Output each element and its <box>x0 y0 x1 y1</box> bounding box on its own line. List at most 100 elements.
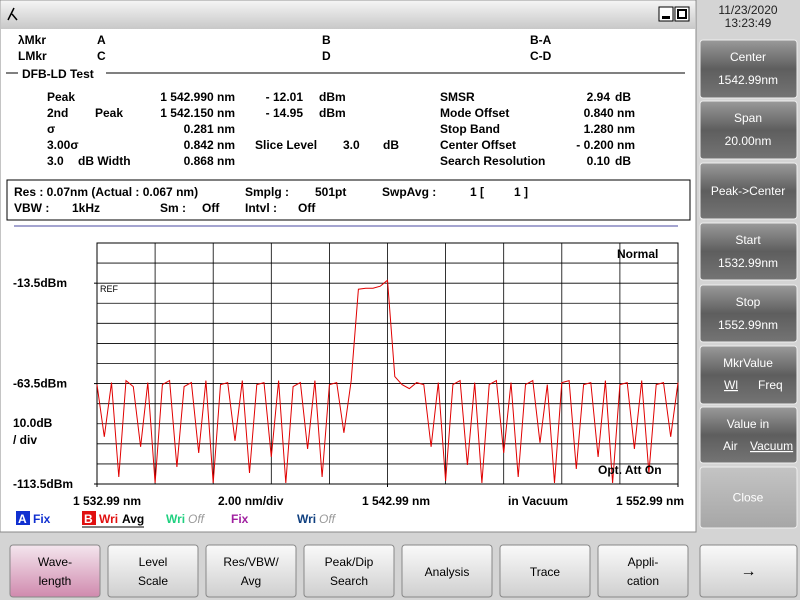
result-text: Slice Level <box>255 138 317 152</box>
button-label: Peak/Dip <box>325 555 374 569</box>
menu-button[interactable] <box>597 544 689 598</box>
side-button[interactable] <box>699 100 798 160</box>
setting-text: VBW : <box>14 201 49 215</box>
menu-button[interactable] <box>205 544 297 598</box>
result-text: 0.281 nm <box>184 122 235 136</box>
trace <box>96 279 679 484</box>
trace-state: Wri <box>297 512 316 526</box>
result-text: dBm <box>319 90 346 104</box>
ref-label: REF <box>100 284 119 294</box>
trace-extra: Off <box>188 512 206 526</box>
y-scale: 10.0dB <box>13 416 53 430</box>
marker-label: B-A <box>530 33 552 47</box>
setting-text: 501pt <box>315 185 346 199</box>
button-value: 1552.99nm <box>718 318 778 332</box>
button-label: length <box>39 574 72 588</box>
button-label: Center <box>730 50 766 64</box>
trace-state: Fix <box>33 512 51 526</box>
spectrum-chart <box>94 242 679 487</box>
result-text: Stop Band <box>440 122 500 136</box>
side-button[interactable] <box>699 222 798 281</box>
trace-extra: Avg <box>122 512 144 526</box>
option: Air <box>723 439 738 453</box>
marker-label: B <box>322 33 331 47</box>
result-text: - 12.01 <box>266 90 304 104</box>
trace-id: A <box>18 512 27 526</box>
menu-button[interactable] <box>303 544 395 598</box>
y-tick-label: -63.5dBm <box>13 377 67 391</box>
side-button[interactable] <box>699 162 798 220</box>
setting-text: 1 [ <box>470 185 484 199</box>
trace-state: Wri <box>99 512 118 526</box>
result-text: 3.0 <box>47 154 64 168</box>
settings-box <box>6 179 691 221</box>
side-button[interactable] <box>699 466 798 529</box>
result-text: dBm <box>319 106 346 120</box>
marker-label: LMkr <box>18 49 47 63</box>
trace-extra: Off <box>319 512 337 526</box>
button-label: cation <box>627 574 659 588</box>
option: Wl <box>724 378 738 392</box>
menu-button[interactable] <box>107 544 199 598</box>
result-text: Search Resolution <box>440 154 545 168</box>
result-text: dB <box>383 138 399 152</box>
y-scale: / div <box>13 433 37 447</box>
result-text: - 14.95 <box>266 106 304 120</box>
x-tick-label: 1 542.99 nm <box>362 494 430 508</box>
button-label: Peak->Center <box>711 184 785 198</box>
button-label: Value in <box>727 417 769 431</box>
side-button[interactable] <box>699 406 798 464</box>
title-bar <box>1 1 695 29</box>
button-label: Avg <box>241 574 261 588</box>
marker-label: λMkr <box>18 33 46 47</box>
marker-label: C <box>97 49 106 63</box>
button-label: Trace <box>530 565 561 579</box>
trace-id: B <box>84 512 93 526</box>
marker-label: A <box>97 33 106 47</box>
menu-button[interactable] <box>499 544 591 598</box>
result-text: 3.00σ <box>47 138 79 152</box>
y-tick-label: -13.5dBm <box>13 276 67 290</box>
trace-badge <box>82 511 96 525</box>
side-button[interactable] <box>699 345 798 405</box>
trace-mode: Normal <box>617 247 658 261</box>
y-tick-label: -113.5dBm <box>13 477 73 491</box>
result-text: Peak <box>47 90 75 104</box>
setting-text: Smplg : <box>245 185 289 199</box>
menu-button[interactable] <box>401 544 493 598</box>
trace-badge <box>16 511 30 525</box>
result-text: 2nd <box>47 106 68 120</box>
result-text: 1 542.150 nm <box>160 106 235 120</box>
button-label: Appli- <box>628 555 659 569</box>
setting-text: Off <box>202 201 220 215</box>
menu-button[interactable] <box>9 544 101 598</box>
result-text: 0.842 nm <box>184 138 235 152</box>
test-title: DFB-LD Test <box>22 67 94 81</box>
side-panel: Center 1542.99nm Span 20.00nm Peak->Center St… <box>699 39 798 529</box>
menu-button[interactable] <box>699 544 798 598</box>
button-label: Level <box>139 555 168 569</box>
x-scale: 2.00 nm/div <box>218 494 284 508</box>
result-text: SMSR <box>440 90 475 104</box>
x-tick-label: 1 552.99 nm <box>616 494 684 508</box>
result-text: dB <box>615 154 631 168</box>
result-text: 2.94 <box>587 90 611 104</box>
marker-label: C-D <box>530 49 552 63</box>
button-label: MkrValue <box>723 356 773 370</box>
x-tick-label: 1 532.99 nm <box>73 494 141 508</box>
option: Vacuum <box>750 439 793 453</box>
side-button[interactable] <box>699 39 798 99</box>
bottom-bar: Wave-length Level Scale Res/VBW/Avg Peak/Dip… <box>9 544 798 598</box>
button-label: Scale <box>138 574 168 588</box>
logo <box>7 7 18 21</box>
date: 11/23/2020 <box>718 3 777 17</box>
result-text: 1 542.990 nm <box>160 90 235 104</box>
option: Freq <box>758 378 783 392</box>
setting-text: 1 ] <box>514 185 528 199</box>
result-text: Mode Offset <box>440 106 509 120</box>
button-label: → <box>741 563 757 580</box>
side-button[interactable] <box>699 284 798 343</box>
button-label: Res/VBW/ <box>223 555 279 569</box>
result-text: σ <box>47 122 55 136</box>
